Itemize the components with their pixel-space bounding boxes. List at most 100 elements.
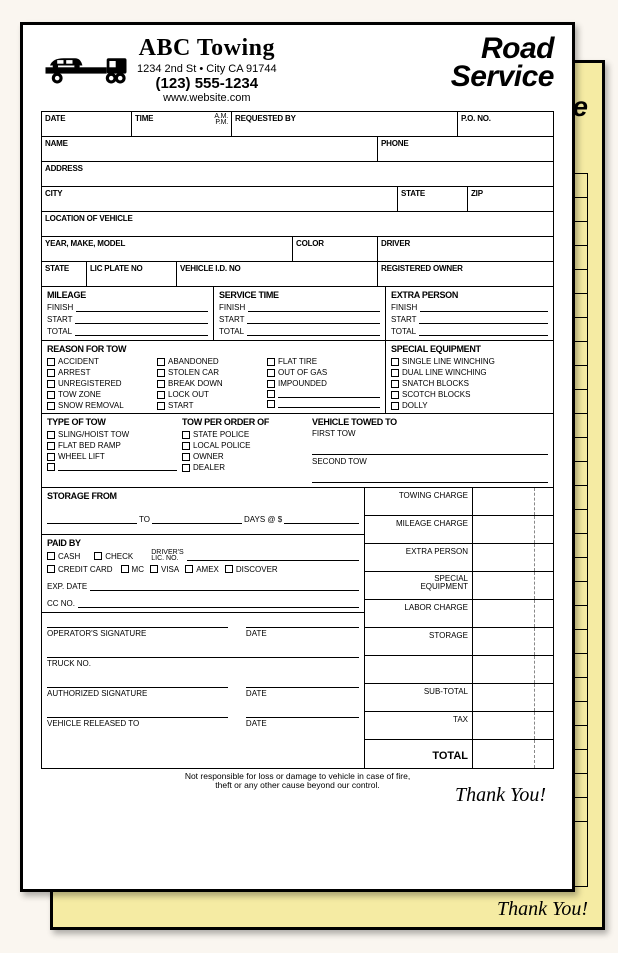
field-lic-plate[interactable]: LIC PLATE NO xyxy=(87,262,177,286)
released-date[interactable]: DATE xyxy=(246,708,359,728)
checkbox-unregistered[interactable]: UNREGISTERED xyxy=(47,379,157,388)
checkbox-out-of-gas[interactable]: OUT OF GAS xyxy=(267,368,380,377)
field-city[interactable]: CITY xyxy=(42,187,398,211)
checkbox-lock-out[interactable]: LOCK OUT xyxy=(157,390,267,399)
first-tow-line[interactable] xyxy=(312,446,548,455)
authorized-sig[interactable]: AUTHORIZED SIGNATURE xyxy=(47,678,228,698)
extra-total[interactable]: TOTAL xyxy=(391,327,548,336)
storage-line[interactable]: TO DAYS @ $ xyxy=(47,515,359,524)
checkbox-dolly[interactable]: DOLLY xyxy=(391,401,548,410)
second-tow-line[interactable] xyxy=(312,474,548,483)
checkbox-break-down[interactable]: BREAK DOWN xyxy=(157,379,267,388)
section-type-of-tow: TYPE OF TOW SLING/HOIST TOWFLAT BED RAMP… xyxy=(42,414,182,487)
field-state2[interactable]: STATE xyxy=(42,262,87,286)
checkbox-dual-line-winching[interactable]: DUAL LINE WINCHING xyxy=(391,368,548,377)
cc-no-line[interactable]: CC NO. xyxy=(47,599,359,608)
mileage-finish[interactable]: FINISH xyxy=(47,303,208,312)
field-address[interactable]: ADDRESS xyxy=(42,162,553,186)
lbl-amex: AMEX xyxy=(196,565,219,574)
field-ymm[interactable]: YEAR, MAKE, MODEL xyxy=(42,237,293,261)
checkbox-arrest[interactable]: ARREST xyxy=(47,368,157,377)
field-phone[interactable]: PHONE xyxy=(378,137,553,161)
released-to[interactable]: VEHICLE RELEASED TO xyxy=(47,708,228,728)
field-reg-owner[interactable]: REGISTERED OWNER xyxy=(378,262,553,286)
charge-row-total[interactable]: TOTAL xyxy=(365,740,553,768)
checkbox-state-police[interactable]: STATE POLICE xyxy=(182,430,307,439)
checkbox-wheel-lift[interactable]: WHEEL LIFT xyxy=(47,452,177,461)
operator-date[interactable]: DATE xyxy=(246,618,359,638)
field-time[interactable]: TIMEA.M.P.M. xyxy=(132,112,232,136)
cb-visa[interactable] xyxy=(150,565,158,573)
charge-row-sub-total[interactable]: SUB-TOTAL xyxy=(365,684,553,712)
checkbox-accident[interactable]: ACCIDENT xyxy=(47,357,157,366)
checkbox-snatch-blocks[interactable]: SNATCH BLOCKS xyxy=(391,379,548,388)
charge-row-mileage-charge[interactable]: MILEAGE CHARGE xyxy=(365,516,553,544)
bottom-left: STORAGE FROM TO DAYS @ $ PAID BY CASH xyxy=(42,488,365,768)
exp-date-line[interactable]: EXP. DATE xyxy=(47,582,359,591)
charge-row-special-equipment[interactable]: SPECIALEQUIPMENT xyxy=(365,572,553,600)
authorized-date[interactable]: DATE xyxy=(246,678,359,698)
checkbox-blank[interactable] xyxy=(267,390,380,398)
field-color[interactable]: COLOR xyxy=(293,237,378,261)
field-name[interactable]: NAME xyxy=(42,137,378,161)
service-time-title: SERVICE TIME xyxy=(219,290,380,300)
checkbox-impounded[interactable]: IMPOUNDED xyxy=(267,379,380,388)
checkbox-blank[interactable] xyxy=(267,400,380,408)
tow-truck-icon xyxy=(41,49,131,91)
header: ABC Towing 1234 2nd St • City CA 91744 (… xyxy=(41,35,554,105)
field-driver[interactable]: DRIVER xyxy=(378,237,553,261)
field-date[interactable]: DATE xyxy=(42,112,132,136)
section-reason: REASON FOR TOW ACCIDENT ARREST UNREGISTERE… xyxy=(42,341,386,413)
mileage-total[interactable]: TOTAL xyxy=(47,327,208,336)
checkbox-scotch-blocks[interactable]: SCOTCH BLOCKS xyxy=(391,390,548,399)
servtime-total[interactable]: TOTAL xyxy=(219,327,380,336)
extra-start[interactable]: START xyxy=(391,315,548,324)
section-equipment: SPECIAL EQUIPMENT SINGLE LINE WINCHINGDU… xyxy=(386,341,553,413)
lbl-cc: CREDIT CARD xyxy=(58,565,113,574)
field-vin[interactable]: VEHICLE I.D. NO xyxy=(177,262,378,286)
charge-row-blank[interactable] xyxy=(365,656,553,684)
cb-discover[interactable] xyxy=(225,565,233,573)
field-location[interactable]: LOCATION OF VEHICLE xyxy=(42,212,553,236)
field-state[interactable]: STATE xyxy=(398,187,468,211)
checkbox-abandoned[interactable]: ABANDONED xyxy=(157,357,267,366)
cb-check[interactable] xyxy=(94,552,102,560)
checkbox-sling-hoist-tow[interactable]: SLING/HOIST TOW xyxy=(47,430,177,439)
charge-row-tax[interactable]: TAX xyxy=(365,712,553,740)
charge-row-labor-charge[interactable]: LABOR CHARGE xyxy=(365,600,553,628)
servtime-start[interactable]: START xyxy=(219,315,380,324)
charge-row-storage[interactable]: STORAGE xyxy=(365,628,553,656)
cb-cash[interactable] xyxy=(47,552,55,560)
truck-no[interactable]: TRUCK NO. xyxy=(47,648,359,668)
checkbox-owner[interactable]: OWNER xyxy=(182,452,307,461)
cb-credit-card[interactable] xyxy=(47,565,55,573)
charge-row-towing-charge[interactable]: TOWING CHARGE xyxy=(365,488,553,516)
checkbox-local-police[interactable]: LOCAL POLICE xyxy=(182,441,307,450)
section-service-time: SERVICE TIME FINISH START TOTAL xyxy=(214,287,386,340)
reason-title: REASON FOR TOW xyxy=(47,344,380,354)
checkbox-flat-tire[interactable]: FLAT TIRE xyxy=(267,357,380,366)
checkbox-tow-zone[interactable]: TOW ZONE xyxy=(47,390,157,399)
cb-amex[interactable] xyxy=(185,565,193,573)
checkbox-blank[interactable] xyxy=(47,463,177,471)
lbl-visa: VISA xyxy=(161,565,179,574)
field-po-no[interactable]: P.O. NO. xyxy=(458,112,553,136)
checkbox-stolen-car[interactable]: STOLEN CAR xyxy=(157,368,267,377)
checkbox-flat-bed-ramp[interactable]: FLAT BED RAMP xyxy=(47,441,177,450)
vehicle-towed-title: VEHICLE TOWED TO xyxy=(312,417,548,427)
extra-finish[interactable]: FINISH xyxy=(391,303,548,312)
cb-mc[interactable] xyxy=(121,565,129,573)
operator-sig[interactable]: OPERATOR'S SIGNATURE xyxy=(47,618,228,638)
form-title: Road Service xyxy=(451,35,554,90)
mileage-start[interactable]: START xyxy=(47,315,208,324)
checkbox-snow-removal[interactable]: SNOW REMOVAL xyxy=(47,401,157,410)
servtime-finish[interactable]: FINISH xyxy=(219,303,380,312)
first-tow-label: FIRST TOW xyxy=(312,429,548,438)
form-body: DATE TIMEA.M.P.M. REQUESTED BY P.O. NO. … xyxy=(41,111,554,769)
checkbox-dealer[interactable]: DEALER xyxy=(182,463,307,472)
checkbox-start[interactable]: START xyxy=(157,401,267,410)
field-requested-by[interactable]: REQUESTED BY xyxy=(232,112,458,136)
checkbox-single-line-winching[interactable]: SINGLE LINE WINCHING xyxy=(391,357,548,366)
field-zip[interactable]: ZIP xyxy=(468,187,553,211)
charge-row-extra-person[interactable]: EXTRA PERSON xyxy=(365,544,553,572)
